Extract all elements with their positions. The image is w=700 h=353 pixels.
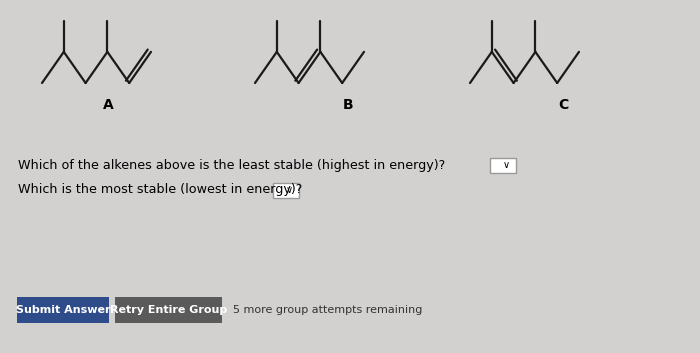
Text: 5 more group attempts remaining: 5 more group attempts remaining	[233, 305, 422, 315]
Text: Which is the most stable (lowest in energy)?: Which is the most stable (lowest in ener…	[18, 184, 302, 197]
Text: Submit Answer: Submit Answer	[15, 305, 111, 315]
Text: B: B	[343, 98, 354, 112]
Text: A: A	[103, 98, 113, 112]
FancyBboxPatch shape	[17, 297, 109, 323]
FancyBboxPatch shape	[115, 297, 222, 323]
Text: Which of the alkenes above is the least stable (highest in energy)?: Which of the alkenes above is the least …	[18, 158, 445, 172]
Text: C: C	[558, 98, 568, 112]
FancyBboxPatch shape	[490, 157, 516, 173]
Text: ∨: ∨	[503, 160, 510, 170]
Text: ∨: ∨	[286, 185, 293, 195]
FancyBboxPatch shape	[273, 183, 299, 197]
Text: Retry Entire Group: Retry Entire Group	[110, 305, 227, 315]
